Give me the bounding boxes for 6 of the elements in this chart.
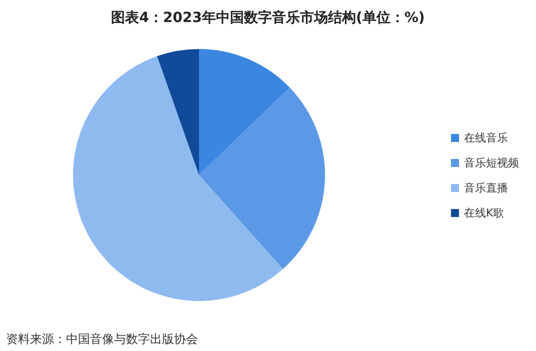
legend-label: 在线K歌	[464, 206, 504, 220]
text: 资料来源：中国音像与数字出版协会	[6, 332, 198, 346]
legend-label: 在线音乐	[464, 132, 508, 144]
legend-label: 音乐直播	[464, 182, 508, 194]
legend-label: 音乐短视频	[464, 156, 519, 170]
chart-title: 图表4：2023年中国数字音乐市场结构(单位：%)	[111, 9, 425, 26]
